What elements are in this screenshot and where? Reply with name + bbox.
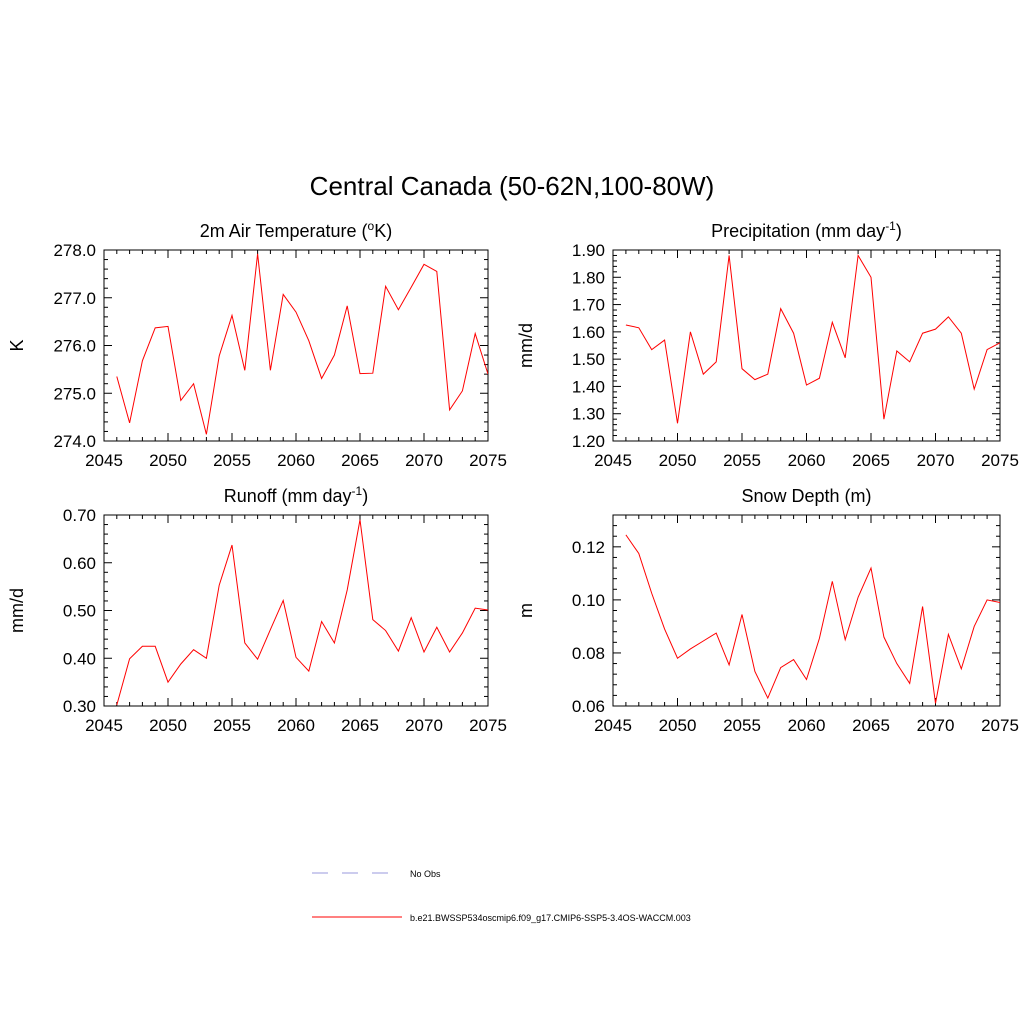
temperature-ytick-label: 278.0 (53, 241, 96, 260)
temperature-xtick-label: 2050 (149, 451, 187, 470)
panels: 2m Air Temperature (oK) K 2045 2050 2055 2060… (7, 219, 1019, 735)
precipitation-title: Precipitation (mm day-1) (711, 219, 902, 241)
temperature-plot-frame (103, 249, 489, 442)
temperature-xtick-label: 2065 (341, 451, 379, 470)
temperature-xtick-label: 2055 (213, 451, 251, 470)
snow-depth-title: Snow Depth (m) (741, 486, 871, 506)
temperature-title-main: 2m Air Temperature ( (200, 221, 368, 241)
snow-depth-ytick-label: 0.08 (572, 644, 605, 663)
panel-snow-depth: Snow Depth (m) m 2045 2050 2055 2060 2065 2070 2… (516, 486, 1019, 735)
runoff-ytick-label: 0.40 (63, 649, 96, 668)
temperature-title-end: K) (374, 221, 392, 241)
legend-model-label: b.e21.BWSSP534oscmip6.f09_g17.CMIP6-SSP5… (410, 913, 691, 923)
precipitation-xtick-label: 2050 (659, 451, 697, 470)
temperature-ytick-label: 275.0 (53, 384, 96, 403)
runoff-xtick-label: 2050 (149, 716, 187, 735)
runoff-ytick-label: 0.30 (63, 697, 96, 716)
temperature-xtick-label: 2070 (405, 451, 443, 470)
snow-depth-plot-frame (612, 514, 1001, 707)
precipitation-xtick-label: 2065 (852, 451, 890, 470)
runoff-title-sup: -1 (352, 484, 363, 498)
precipitation-series-line (625, 253, 1000, 424)
temperature-xtick-label: 2060 (277, 451, 315, 470)
precipitation-title-sup: -1 (885, 219, 896, 233)
snow-depth-xtick-label: 2050 (659, 716, 697, 735)
snow-depth-xtick-label: 2055 (723, 716, 761, 735)
snow-depth-xtick-label: 2060 (788, 716, 826, 735)
figure-title: Central Canada (50-62N,100-80W) (310, 171, 715, 201)
precipitation-ytick-label: 1.60 (572, 323, 605, 342)
precipitation-xtick-label: 2055 (723, 451, 761, 470)
temperature-title: 2m Air Temperature (oK) (200, 219, 392, 241)
precipitation-title-end: ) (896, 221, 902, 241)
temperature-xtick-label: 2075 (469, 451, 507, 470)
precipitation-xtick-label: 2060 (788, 451, 826, 470)
precipitation-xtick-label: 2075 (981, 451, 1019, 470)
precipitation-ytick-label: 1.50 (572, 350, 605, 369)
panel-temperature: 2m Air Temperature (oK) K 2045 2050 2055 2060… (7, 219, 507, 470)
temperature-ylabel: K (7, 339, 27, 351)
temperature-title-sup: o (368, 219, 375, 233)
runoff-series-line (116, 519, 488, 706)
runoff-xtick-label: 2075 (469, 716, 507, 735)
precipitation-xtick-label: 2070 (917, 451, 955, 470)
precipitation-xtick-label: 2045 (594, 451, 632, 470)
snow-depth-ylabel: m (516, 603, 536, 618)
temperature-ytick-label: 276.0 (53, 337, 96, 356)
snow-depth-title-main: Snow Depth (m) (741, 486, 871, 506)
precipitation-ytick-label: 1.30 (572, 405, 605, 424)
runoff-ytick-label: 0.60 (63, 554, 96, 573)
runoff-xtick-label: 2055 (213, 716, 251, 735)
legend: No Obs b.e21.BWSSP534oscmip6.f09_g17.CMI… (312, 869, 691, 923)
runoff-ylabel: mm/d (7, 588, 27, 633)
runoff-xtick-label: 2060 (277, 716, 315, 735)
runoff-xtick-label: 2045 (85, 716, 123, 735)
precipitation-plot-frame (612, 249, 1001, 442)
runoff-ytick-label: 0.70 (63, 506, 96, 525)
snow-depth-xtick-label: 2045 (594, 716, 632, 735)
panel-runoff: Runoff (mm day-1) mm/d 2045 2050 2055 2060 206… (7, 484, 507, 735)
temperature-ytick-label: 277.0 (53, 289, 96, 308)
snow-depth-xtick-label: 2065 (852, 716, 890, 735)
legend-obs-label: No Obs (410, 869, 441, 879)
temperature-xtick-label: 2045 (85, 451, 123, 470)
temperature-series-line (116, 253, 488, 435)
runoff-plot-frame (103, 514, 489, 707)
snow-depth-series-line (625, 534, 1000, 704)
precipitation-ytick-label: 1.40 (572, 377, 605, 396)
precipitation-ylabel: mm/d (516, 323, 536, 368)
runoff-xtick-label: 2065 (341, 716, 379, 735)
runoff-xtick-label: 2070 (405, 716, 443, 735)
runoff-ytick-label: 0.50 (63, 602, 96, 621)
precipitation-ytick-label: 1.80 (572, 268, 605, 287)
runoff-title-end: ) (362, 486, 368, 506)
precipitation-title-main: Precipitation (mm day (711, 221, 885, 241)
precipitation-ytick-label: 1.20 (572, 432, 605, 451)
runoff-title: Runoff (mm day-1) (224, 484, 368, 506)
runoff-title-main: Runoff (mm day (224, 486, 352, 506)
temperature-ytick-label: 274.0 (53, 432, 96, 451)
snow-depth-ytick-label: 0.10 (572, 591, 605, 610)
panel-precipitation: Precipitation (mm day-1) mm/d 2045 2050 2055… (516, 219, 1019, 470)
snow-depth-ytick-label: 0.06 (572, 697, 605, 716)
snow-depth-xtick-label: 2070 (917, 716, 955, 735)
snow-depth-xtick-label: 2075 (981, 716, 1019, 735)
precipitation-ytick-label: 1.70 (572, 296, 605, 315)
precipitation-ytick-label: 1.90 (572, 241, 605, 260)
snow-depth-ytick-label: 0.12 (572, 538, 605, 557)
